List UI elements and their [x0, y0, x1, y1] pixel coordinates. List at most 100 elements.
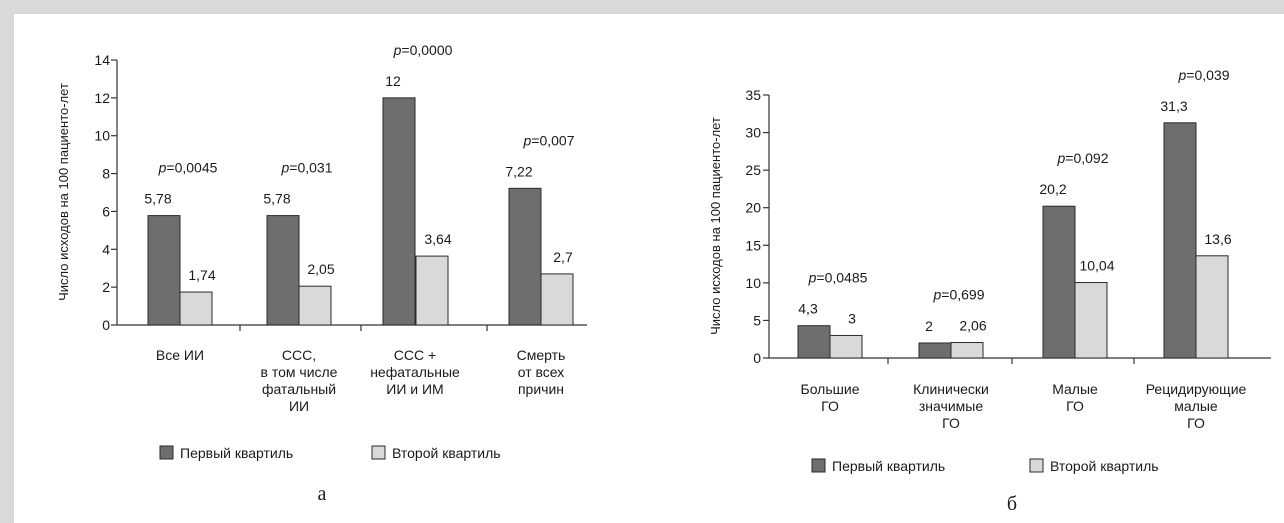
chart1-p-number: =0,0000	[401, 42, 452, 58]
chart1-y-tick-label: 8	[102, 166, 110, 182]
chart1-category-label-line: в том числе	[261, 364, 338, 380]
chart1-value-label: 5,78	[144, 191, 171, 207]
chart1-y-tick-label: 14	[94, 52, 110, 68]
chart2-value-label: 20,2	[1039, 181, 1066, 197]
chart2-category-label: Малые ГО	[1052, 381, 1098, 414]
chart2-p-number: =0,0485	[816, 270, 867, 286]
chart1-panel-label: а	[318, 483, 327, 505]
chart2-bar-first-quartile	[1042, 205, 1076, 359]
chart1-value-label: 5,78	[263, 191, 290, 207]
chart2-bar-second-quartile	[1074, 282, 1108, 359]
chart2-y-tick-label: 0	[753, 350, 761, 366]
chart1-category-label-line: Смерть	[517, 347, 566, 363]
chart1-category-label-line: ССС +	[394, 347, 436, 363]
chart2-value-label: 13,6	[1204, 231, 1231, 247]
chart2-category-label-line: ГО	[821, 398, 839, 414]
chart2-y-tick-label: 15	[745, 237, 761, 253]
chart1-category-label: ССС, в том числе фатальный ИИ	[261, 347, 338, 414]
chart2-bar-first-quartile	[1163, 122, 1197, 359]
chart1-y-tick-label: 0	[102, 317, 110, 333]
chart1-bar-first-quartile	[147, 215, 181, 326]
chart1-category-label-line: нефатальные	[370, 364, 460, 380]
chart1-bar-second-quartile	[298, 285, 332, 326]
chart2-value-label: 3	[848, 310, 856, 326]
chart1-p-value: p=0,0000	[393, 42, 453, 58]
chart2-category-label: Клинически значимые ГО	[913, 381, 989, 431]
chart1-y-tick-label: 6	[102, 203, 110, 219]
chart2-y-tick-label: 30	[745, 125, 761, 141]
chart1-category-label-line: ИИ и ИМ	[386, 381, 443, 397]
chart1-p-number: =0,031	[289, 160, 332, 176]
chart1-value-label: 2,7	[553, 249, 573, 265]
figure: 0 2 4 6 8 10 12 14 Число исходов на 100 пациенто…	[14, 14, 1284, 523]
chart1-bar-second-quartile	[540, 273, 574, 326]
chart2-y-tick-label: 10	[745, 275, 761, 291]
chart2-p-number: =0,092	[1065, 150, 1108, 166]
chart1-p-number: =0,0045	[166, 160, 217, 176]
chart1-category-label: Все ИИ	[156, 347, 204, 363]
chart1-category-label-line: от всех	[518, 364, 565, 380]
chart1-y-tick-label: 4	[102, 241, 110, 257]
chart2-legend-label: Второй квартиль	[1050, 458, 1159, 474]
chart2-category-label-line: Рецидирующие	[1146, 381, 1247, 397]
chart2-category-label: Рецидирующие малые ГО	[1146, 381, 1247, 431]
chart1-value-label: 7,22	[505, 163, 532, 179]
chart2-p-symbol: p	[932, 287, 941, 303]
chart2-legend-swatch-second	[1029, 458, 1044, 473]
chart1-category-label-line: ССС,	[282, 347, 316, 363]
chart2-value-label: 10,04	[1079, 258, 1114, 274]
chart2-category-label-line: ГО	[1187, 415, 1205, 431]
chart1-value-label: 2,05	[307, 261, 334, 277]
chart2-value-label: 2,06	[959, 318, 986, 334]
chart2-category-label-line: значимые	[919, 398, 983, 414]
chart2-y-tick-label: 35	[745, 87, 761, 103]
chart2-panel-label: б	[1007, 493, 1017, 515]
chart1-category-label-line: фатальный	[262, 381, 336, 397]
chart1-legend-swatch-first	[159, 445, 174, 460]
chart2-value-label: 2	[925, 318, 933, 334]
chart2-p-number: =0,039	[1186, 67, 1229, 83]
chart1-p-value: p=0,0045	[158, 160, 218, 176]
chart1-p-symbol: p	[280, 160, 289, 176]
chart1-bar-second-quartile	[179, 291, 213, 326]
chart2-category-label: Большие ГО	[801, 381, 860, 414]
chart2-category-label-line: Малые	[1052, 381, 1098, 397]
chart1-y-tick-label: 12	[94, 90, 110, 106]
chart1-p-number: =0,007	[531, 132, 574, 148]
chart2-y-tick-label: 20	[745, 200, 761, 216]
chart2-p-number: =0,699	[941, 287, 984, 303]
chart2-y-axis-title: Число исходов на 100 пациенто-лет	[708, 117, 723, 335]
chart1-y-axis-title: Число исходов на 100 пациенто-лет	[56, 83, 71, 301]
chart1-bar-first-quartile	[508, 187, 542, 326]
chart1-legend-swatch-second	[371, 445, 386, 460]
chart1-category-label-line: причин	[518, 381, 564, 397]
chart1-value-label: 3,64	[424, 231, 451, 247]
chart2-p-value: p=0,699	[932, 287, 984, 303]
chart1-category-label: ССС + нефатальные ИИ и ИМ	[370, 347, 460, 397]
chart2-bar-first-quartile	[918, 342, 952, 359]
chart1-p-symbol: p	[393, 42, 402, 58]
chart1-value-label: 1,74	[188, 267, 215, 283]
chart2-p-symbol: p	[1056, 150, 1065, 166]
chart1-y-tick-label: 2	[102, 279, 110, 295]
chart2-p-value: p=0,0485	[808, 270, 868, 286]
chart2-bar-second-quartile	[829, 334, 863, 359]
chart2-value-label: 31,3	[1160, 98, 1187, 114]
chart1-bar-first-quartile	[382, 97, 416, 326]
chart2-bar-second-quartile	[950, 342, 984, 359]
chart2-p-value: p=0,092	[1056, 150, 1108, 166]
chart2-bar-first-quartile	[797, 325, 831, 359]
chart2-p-symbol: p	[808, 270, 817, 286]
chart2-category-label-line: ГО	[1066, 398, 1084, 414]
chart1-bar-first-quartile	[266, 215, 300, 326]
chart1-category-label-line: Все ИИ	[156, 347, 204, 363]
chart1-y-tick-label: 10	[94, 128, 110, 144]
chart2-category-label-line: Клинически	[913, 381, 989, 397]
chart1-legend-label: Второй квартиль	[392, 445, 501, 461]
chart2-category-label-line: малые	[1174, 398, 1218, 414]
chart1-p-symbol: p	[158, 160, 167, 176]
chart2-y-tick-label: 25	[745, 162, 761, 178]
chart1-legend-label: Первый квартиль	[180, 445, 293, 461]
chart1-p-symbol: p	[522, 132, 531, 148]
chart1-category-label: Смерть от всех причин	[517, 347, 566, 397]
